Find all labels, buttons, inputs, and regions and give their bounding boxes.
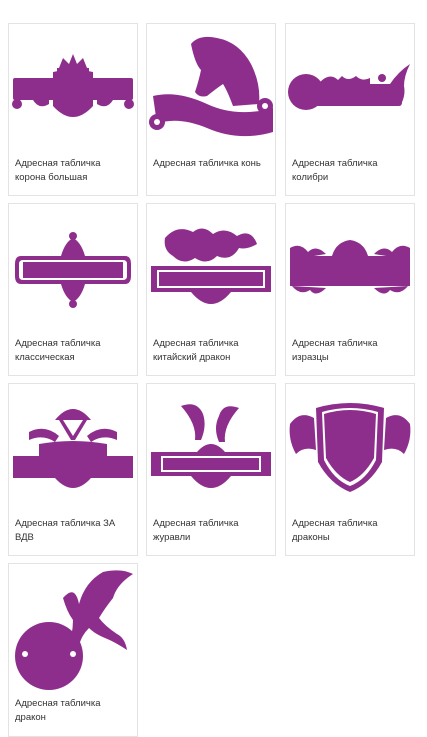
- classic-plaque-icon: [9, 204, 137, 332]
- hummingbird-plaque-icon: [286, 24, 414, 152]
- dragons-plaque-icon: [286, 384, 414, 512]
- product-title: Адресная табличка изразцы: [292, 338, 378, 363]
- product-card[interactable]: Адресная табличка ЗА ВДВ: [8, 383, 138, 556]
- product-card[interactable]: Адресная табличка драконы: [285, 383, 415, 556]
- product-title: Адресная табличка корона большая: [15, 158, 101, 183]
- product-card[interactable]: Адресная табличка китайский дракон: [146, 203, 276, 376]
- product-title: Адресная табличка ЗА ВДВ: [15, 518, 116, 543]
- product-card[interactable]: Адресная табличка классическая: [8, 203, 138, 376]
- crown-plaque-icon: [9, 24, 137, 152]
- product-title: Адресная табличка драконы: [292, 518, 378, 543]
- product-card[interactable]: Адресная табличка дракон: [8, 563, 138, 737]
- dragon-plaque-icon: [9, 564, 137, 692]
- product-title: Адресная табличка журавли: [153, 518, 239, 543]
- product-title: Адресная табличка китайский дракон: [153, 338, 239, 363]
- tiles-plaque-icon: [286, 204, 414, 332]
- horse-plaque-icon: [147, 24, 275, 152]
- product-title: Адресная табличка классическая: [15, 338, 101, 363]
- product-card[interactable]: Адресная табличка колибри: [285, 23, 415, 196]
- product-title: Адресная табличка колибри: [292, 158, 378, 183]
- vdv-plaque-icon: [9, 384, 137, 512]
- product-title: Адресная табличка дракон: [15, 698, 101, 723]
- product-card[interactable]: Адресная табличка изразцы: [285, 203, 415, 376]
- cranes-plaque-icon: [147, 384, 275, 512]
- product-title: Адресная табличка конь: [153, 158, 261, 169]
- chinese-dragon-plaque-icon: [147, 204, 275, 332]
- product-card[interactable]: Адресная табличка журавли: [146, 383, 276, 556]
- product-card[interactable]: Адресная табличка конь: [146, 23, 276, 196]
- product-card[interactable]: Адресная табличка корона большая: [8, 23, 138, 196]
